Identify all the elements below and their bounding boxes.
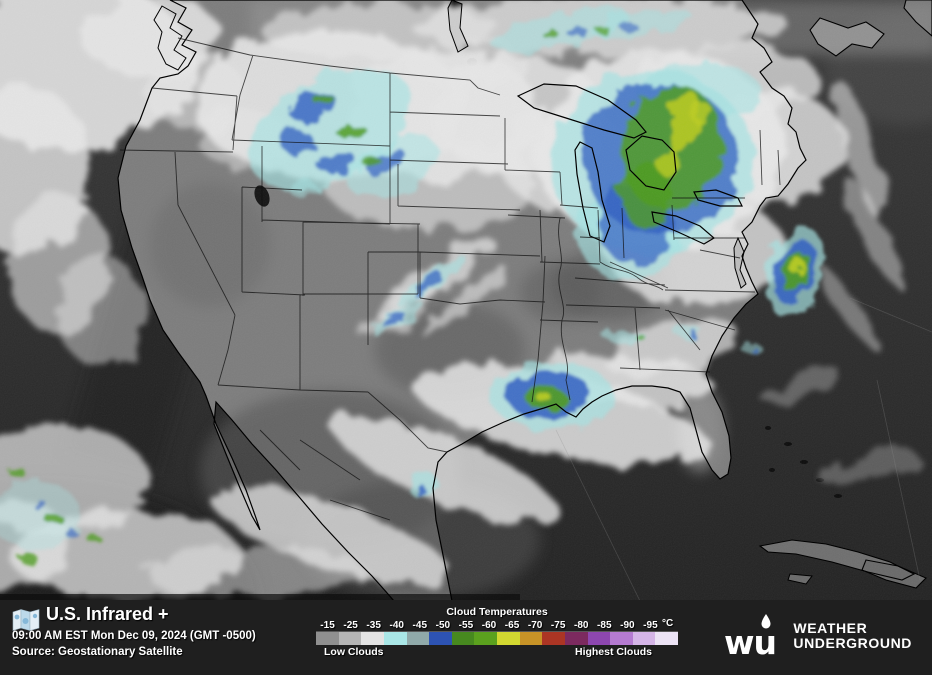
- cloud-temperature-legend: Cloud Temperatures -15 -25 -35 -40 -45 -50 -55…: [316, 606, 678, 658]
- graticule-lines: [555, 297, 932, 601]
- source-label: Source: Geostationary Satellite: [12, 646, 183, 658]
- legend-tick: -70: [527, 620, 543, 631]
- colorbar-segment: [429, 632, 452, 645]
- colorbar-segment: [587, 632, 611, 645]
- legend-tick: -95: [643, 620, 658, 631]
- colorbar-segment: [474, 632, 497, 645]
- colorbar-segment: [632, 632, 656, 645]
- legend-extremes-row: Low Clouds Highest Clouds: [316, 645, 678, 658]
- colorbar-segment: [361, 632, 384, 645]
- colorbar-segment: [406, 632, 430, 645]
- boundary-layer: [117, 0, 932, 601]
- legend-tick: -45: [412, 620, 427, 631]
- satellite-map: [0, 0, 932, 601]
- legend-unit: °C: [662, 618, 674, 629]
- legend-tick: -15: [320, 620, 335, 631]
- timestamp: 09:00 AM EST Mon Dec 09, 2024 (GMT -0500…: [12, 630, 256, 642]
- brand-line1: WEATHER: [793, 620, 868, 636]
- brand-wordmark: WEATHER UNDERGROUND: [793, 621, 912, 651]
- colorbar-segment: [497, 632, 520, 645]
- map-icon: [12, 609, 40, 631]
- colorbar-segment: [338, 632, 362, 645]
- colorbar-segment: [383, 632, 407, 645]
- legend-ticks: -15 -25 -35 -40 -45 -50 -55 -60 -65 -70 -75 -80 -85-…: [316, 620, 662, 631]
- legend-tick: -75: [550, 620, 566, 631]
- legend-tick: -50: [435, 620, 451, 631]
- legend-tick: -25: [343, 620, 358, 631]
- colorbar-segment: [542, 632, 565, 645]
- colorbar-segment: [610, 632, 633, 645]
- info-bar: U.S. Infrared + 09:00 AM EST Mon Dec 09,…: [0, 600, 932, 675]
- legend-tick: -40: [389, 620, 404, 631]
- colorbar-segment: [519, 632, 543, 645]
- legend-colorbar: [316, 631, 678, 645]
- legend-low-label: Low Clouds: [324, 646, 384, 658]
- legend-tick: -60: [481, 620, 497, 631]
- legend-tick: -65: [504, 620, 520, 631]
- legend-tick: -85: [597, 620, 612, 631]
- legend-ticks-row: -15 -25 -35 -40 -45 -50 -55 -60 -65 -70 -75 -80 -85-…: [316, 618, 678, 631]
- wu-mark-text: wu: [724, 623, 776, 659]
- wu-logo: wu WEATHER UNDERGROUND: [724, 613, 912, 659]
- legend-tick: -80: [573, 620, 589, 631]
- state-borders: [119, 37, 781, 521]
- colorbar-segment: [564, 632, 588, 645]
- legend-title: Cloud Temperatures: [446, 606, 548, 618]
- grain-overlay: [0, 0, 932, 601]
- colorbar-segment: [655, 632, 678, 645]
- legend-tick: -35: [366, 620, 381, 631]
- wu-mark-icon: wu: [724, 614, 777, 659]
- colorbar-segment: [451, 632, 475, 645]
- legend-high-label: Highest Clouds: [574, 646, 652, 658]
- droplet-icon: [761, 614, 771, 629]
- legend-tick: -90: [620, 620, 635, 631]
- map-title: U.S. Infrared +: [46, 604, 169, 624]
- legend-tick: -55: [458, 620, 474, 631]
- colorbar-segment: [316, 632, 339, 645]
- brand-line2: UNDERGROUND: [793, 635, 912, 651]
